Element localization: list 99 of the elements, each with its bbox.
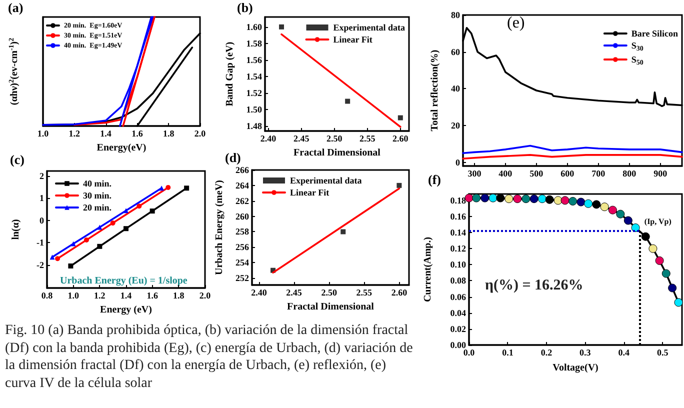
y-tick-label: 262 <box>236 196 250 206</box>
x-tick-label: 1.2 <box>68 128 81 138</box>
x-axis-title: Fractal Dimensional <box>294 147 381 158</box>
chart-title: (c) <box>10 152 24 167</box>
y-tick-label: -2 <box>36 260 44 270</box>
x-tick-label: 2.55 <box>360 134 376 144</box>
y-tick-label: 264 <box>236 180 250 190</box>
x-tick-label: 600 <box>560 168 575 178</box>
chart-title: (b) <box>237 0 253 15</box>
caption: Fig. 10 (a) Banda prohibida óptica, (b) variación de la dimensión fractal (Df) con la banda prohibida (Eg), (c) energía de Urbach, (d) variación de la dimensión fractal (Df) con la energía de Urbach, (e) reflexión, (e) curva IV de la célula solar <box>5 322 414 392</box>
legend-label: 20 min. <box>83 202 112 212</box>
x-tick-label: 2.60 <box>392 134 409 144</box>
legend-label: 40 min. <box>83 178 112 188</box>
y-axis-title: Band Gap (eV) <box>224 42 236 106</box>
y-tick-label: 0.04 <box>450 308 466 318</box>
y-axis-title: Urbach Energy (meV) <box>214 180 226 275</box>
chart-title: (e) <box>507 14 525 32</box>
y-tick-label: 1.60 <box>246 22 262 32</box>
y-tick-label: 258 <box>236 226 250 237</box>
x-tick-label: 0.8 <box>41 290 54 300</box>
x-tick-label: 1.6 <box>146 290 158 300</box>
y-tick-label: 1.50 <box>246 104 262 115</box>
x-tick-label: 0.1 <box>502 348 514 358</box>
y-tick-label: 1.54 <box>246 71 262 82</box>
y-tick-label: 0.18 <box>450 195 466 206</box>
y-tick-label: 1.48 <box>246 121 262 132</box>
y-tick-label: 60 <box>451 46 460 57</box>
x-tick-label: 2.45 <box>286 288 302 298</box>
x-tick-label: 1.0 <box>37 128 50 138</box>
y-tick-label: 252 <box>236 273 250 284</box>
y-tick-label: 0.08 <box>450 276 466 286</box>
y-tick-label: 0.10 <box>450 260 466 270</box>
annotation: (Ip, Vp) <box>644 217 672 226</box>
y-tick-label: 20 <box>451 120 460 130</box>
x-tick-label: 0.5 <box>657 348 669 358</box>
y-tick-label: 266 <box>236 165 250 175</box>
x-tick-label: 2.50 <box>321 288 338 298</box>
chart-title: (f) <box>428 172 441 187</box>
y-axis-title: Current(Amp.) <box>422 236 434 302</box>
y-tick-label: 260 <box>236 211 250 222</box>
x-tick-label: 2.40 <box>260 134 277 144</box>
y-tick-label: 1.56 <box>246 54 262 65</box>
x-tick-label: 400 <box>498 168 513 178</box>
x-tick-label: 1.2 <box>94 290 106 300</box>
legend-label: Experimental data <box>290 176 362 186</box>
x-tick-label: 500 <box>530 168 544 178</box>
y-tick-label: 1 <box>40 193 44 204</box>
y-tick-label: 0.06 <box>450 292 466 302</box>
x-tick-label: 1.0 <box>68 290 80 300</box>
x-tick-label: 0.0 <box>463 348 476 358</box>
x-tick-label: 2.45 <box>293 134 310 144</box>
y-tick-label: 0.16 <box>450 211 466 222</box>
x-tick-label: 2.0 <box>194 128 206 138</box>
legend-label: 30 min. <box>83 190 112 200</box>
y-tick-label: 1.58 <box>246 38 262 48</box>
x-tick-label: 300 <box>468 168 482 178</box>
y-tick-label: -1 <box>36 238 44 248</box>
y-tick-label: 0.00 <box>450 340 466 350</box>
annotation: η(%) = 16.26% <box>485 278 584 294</box>
y-tick-label: 1.52 <box>246 88 262 98</box>
x-tick-label: 700 <box>592 168 606 178</box>
chart-title: (a) <box>8 0 24 15</box>
y-axis-title: ln(α) <box>10 219 22 240</box>
x-tick-label: 0.2 <box>540 348 553 358</box>
y-tick-label: 2 <box>40 170 44 181</box>
x-tick-label: 1.8 <box>162 128 175 138</box>
y-tick-label: 254 <box>236 258 250 268</box>
x-axis-title: Energy (eV) <box>100 304 152 316</box>
y-tick-label: 80 <box>451 10 460 20</box>
x-tick-label: 1.4 <box>120 290 132 300</box>
x-axis-title: Voltage(V) <box>552 362 598 374</box>
y-axis-title: Total reflection(%) <box>430 50 441 132</box>
x-tick-label: 1.4 <box>100 128 112 138</box>
y-tick-label: 0.12 <box>450 244 466 254</box>
x-tick-label: 0.4 <box>618 348 630 358</box>
legend-label: Linear Fit <box>290 188 330 198</box>
x-tick-label: 800 <box>622 168 637 178</box>
x-tick-label: 2.55 <box>356 288 373 298</box>
y-tick-label: 256 <box>236 242 250 252</box>
x-tick-label: 2.50 <box>326 134 343 144</box>
y-tick-label: 0.14 <box>450 228 466 238</box>
x-axis-title: Fractal Dimensional <box>287 301 374 312</box>
y-tick-label: 40 <box>451 84 460 94</box>
y-tick-label: 0 <box>40 215 44 226</box>
x-axis-title: Energy(eV) <box>96 142 146 154</box>
y-tick-label: 0 <box>456 157 460 168</box>
x-tick-label: 2.40 <box>251 288 268 298</box>
x-tick-label: 2.0 <box>199 290 212 300</box>
x-tick-label: 1.8 <box>173 290 185 300</box>
y-tick-label: 0.02 <box>450 324 466 334</box>
annotation: Urbach Energy (Eu) = 1/slope <box>60 276 188 286</box>
legend-label: Linear Fit <box>333 34 372 44</box>
x-tick-label: 1.6 <box>132 128 144 138</box>
x-tick-label: 900 <box>654 168 668 178</box>
chart-title: (d) <box>225 150 241 165</box>
x-tick-label: 0.3 <box>580 348 592 358</box>
legend-label: Experimental data <box>333 22 406 32</box>
x-tick-label: 2.60 <box>391 288 408 298</box>
legend-label: Bare Silicon <box>631 28 678 38</box>
